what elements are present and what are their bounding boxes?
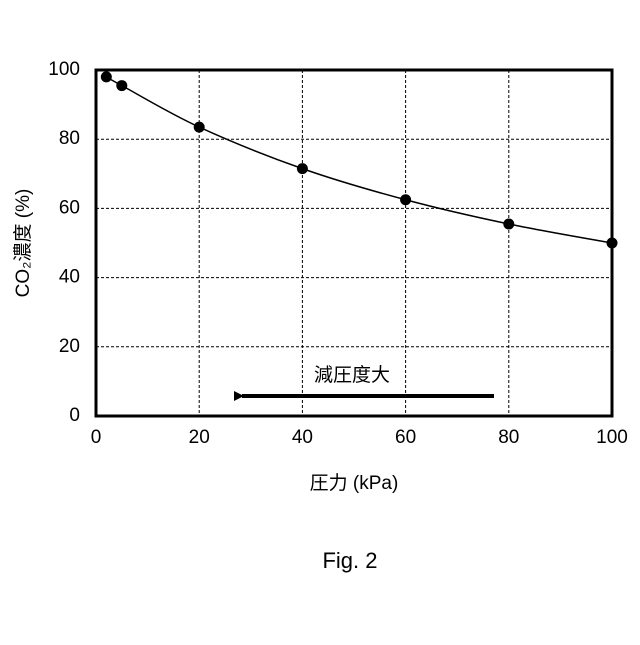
y-axis-label: CO₂濃度 (%) bbox=[12, 189, 34, 298]
data-point bbox=[400, 194, 411, 205]
y-tick-label: 60 bbox=[59, 197, 80, 218]
x-tick-label: 20 bbox=[189, 427, 210, 448]
data-point bbox=[607, 238, 618, 249]
data-point bbox=[297, 163, 308, 174]
x-tick-label: 60 bbox=[395, 427, 416, 448]
chart: 減圧度大 圧力 (kPa) CO₂濃度 (%) Fig. 2 0 20 40 60 80… bbox=[0, 0, 640, 640]
data-point bbox=[101, 71, 112, 82]
caption: Fig. 2 bbox=[322, 548, 377, 573]
data-point bbox=[194, 122, 205, 133]
series-line bbox=[106, 77, 612, 243]
data-point bbox=[116, 80, 127, 91]
x-tick-label: 0 bbox=[91, 427, 102, 448]
y-tick-label: 40 bbox=[59, 267, 80, 288]
annotation: 減圧度大 bbox=[314, 364, 390, 386]
y-tick-label: 80 bbox=[59, 128, 80, 149]
data-point bbox=[503, 218, 514, 229]
x-axis-label: 圧力 (kPa) bbox=[310, 472, 399, 494]
page: 減圧度大 圧力 (kPa) CO₂濃度 (%) Fig. 2 0 20 40 60 80… bbox=[0, 0, 640, 645]
x-tick-label: 40 bbox=[292, 427, 313, 448]
y-tick-label: 100 bbox=[48, 59, 80, 80]
y-tick-label: 20 bbox=[59, 336, 80, 357]
x-tick-label: 80 bbox=[498, 427, 519, 448]
y-tick-label: 0 bbox=[69, 405, 80, 426]
x-tick-label: 100 bbox=[596, 427, 628, 448]
